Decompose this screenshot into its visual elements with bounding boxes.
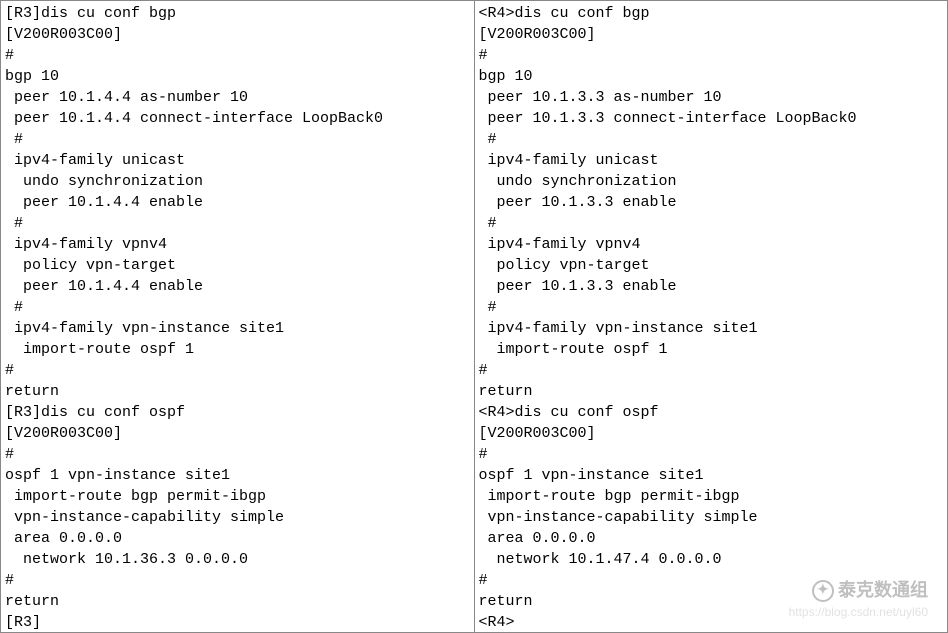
terminal-line: peer 10.1.4.4 as-number 10 bbox=[5, 87, 470, 108]
terminal-line: # bbox=[5, 297, 470, 318]
terminal-line: [R3]dis cu conf ospf bbox=[5, 402, 470, 423]
terminal-line: # bbox=[479, 570, 944, 591]
terminal-line: return bbox=[5, 591, 470, 612]
terminal-line: # bbox=[5, 45, 470, 66]
terminal-line: # bbox=[5, 570, 470, 591]
terminal-line: undo synchronization bbox=[5, 171, 470, 192]
terminal-compare-container: [R3]dis cu conf bgp[V200R003C00]#bgp 10 … bbox=[0, 0, 948, 633]
terminal-line: import-route bgp permit-ibgp bbox=[479, 486, 944, 507]
terminal-line: <R4>dis cu conf bgp bbox=[479, 3, 944, 24]
terminal-line: ipv4-family unicast bbox=[5, 150, 470, 171]
terminal-line: peer 10.1.4.4 enable bbox=[5, 276, 470, 297]
terminal-line: import-route ospf 1 bbox=[5, 339, 470, 360]
terminal-line: ospf 1 vpn-instance site1 bbox=[479, 465, 944, 486]
terminal-pane-r4[interactable]: <R4>dis cu conf bgp[V200R003C00]#bgp 10 … bbox=[474, 1, 948, 632]
terminal-line: # bbox=[479, 45, 944, 66]
terminal-line: peer 10.1.4.4 enable bbox=[5, 192, 470, 213]
terminal-line: undo synchronization bbox=[479, 171, 944, 192]
terminal-line: peer 10.1.4.4 connect-interface LoopBack… bbox=[5, 108, 470, 129]
terminal-line: # bbox=[479, 444, 944, 465]
terminal-line: <R4> bbox=[479, 612, 944, 632]
terminal-pane-r3[interactable]: [R3]dis cu conf bgp[V200R003C00]#bgp 10 … bbox=[1, 1, 475, 632]
terminal-line: # bbox=[5, 444, 470, 465]
terminal-line: # bbox=[5, 129, 470, 150]
terminal-line: # bbox=[5, 360, 470, 381]
terminal-line: import-route ospf 1 bbox=[479, 339, 944, 360]
terminal-line: ipv4-family vpn-instance site1 bbox=[479, 318, 944, 339]
terminal-line: # bbox=[479, 360, 944, 381]
terminal-line: return bbox=[5, 381, 470, 402]
terminal-line: peer 10.1.3.3 enable bbox=[479, 192, 944, 213]
terminal-line: network 10.1.47.4 0.0.0.0 bbox=[479, 549, 944, 570]
terminal-line: [R3]dis cu conf bgp bbox=[5, 3, 470, 24]
terminal-line: ipv4-family unicast bbox=[479, 150, 944, 171]
terminal-line: [V200R003C00] bbox=[5, 423, 470, 444]
terminal-line: bgp 10 bbox=[5, 66, 470, 87]
terminal-line: [V200R003C00] bbox=[479, 423, 944, 444]
terminal-line: ospf 1 vpn-instance site1 bbox=[5, 465, 470, 486]
terminal-line: area 0.0.0.0 bbox=[5, 528, 470, 549]
terminal-line: [V200R003C00] bbox=[479, 24, 944, 45]
terminal-line: peer 10.1.3.3 connect-interface LoopBack… bbox=[479, 108, 944, 129]
terminal-line: area 0.0.0.0 bbox=[479, 528, 944, 549]
terminal-line: vpn-instance-capability simple bbox=[479, 507, 944, 528]
terminal-line: # bbox=[5, 213, 470, 234]
terminal-line: peer 10.1.3.3 enable bbox=[479, 276, 944, 297]
terminal-line: policy vpn-target bbox=[5, 255, 470, 276]
terminal-line: bgp 10 bbox=[479, 66, 944, 87]
terminal-line: import-route bgp permit-ibgp bbox=[5, 486, 470, 507]
terminal-line: # bbox=[479, 213, 944, 234]
terminal-line: [V200R003C00] bbox=[5, 24, 470, 45]
terminal-line: return bbox=[479, 381, 944, 402]
terminal-line: vpn-instance-capability simple bbox=[5, 507, 470, 528]
terminal-line: ipv4-family vpnv4 bbox=[5, 234, 470, 255]
terminal-line: return bbox=[479, 591, 944, 612]
terminal-line: peer 10.1.3.3 as-number 10 bbox=[479, 87, 944, 108]
terminal-line: [R3] bbox=[5, 612, 470, 632]
terminal-line: network 10.1.36.3 0.0.0.0 bbox=[5, 549, 470, 570]
terminal-line: # bbox=[479, 129, 944, 150]
terminal-line: policy vpn-target bbox=[479, 255, 944, 276]
terminal-line: ipv4-family vpn-instance site1 bbox=[5, 318, 470, 339]
terminal-line: ipv4-family vpnv4 bbox=[479, 234, 944, 255]
terminal-line: <R4>dis cu conf ospf bbox=[479, 402, 944, 423]
terminal-line: # bbox=[479, 297, 944, 318]
